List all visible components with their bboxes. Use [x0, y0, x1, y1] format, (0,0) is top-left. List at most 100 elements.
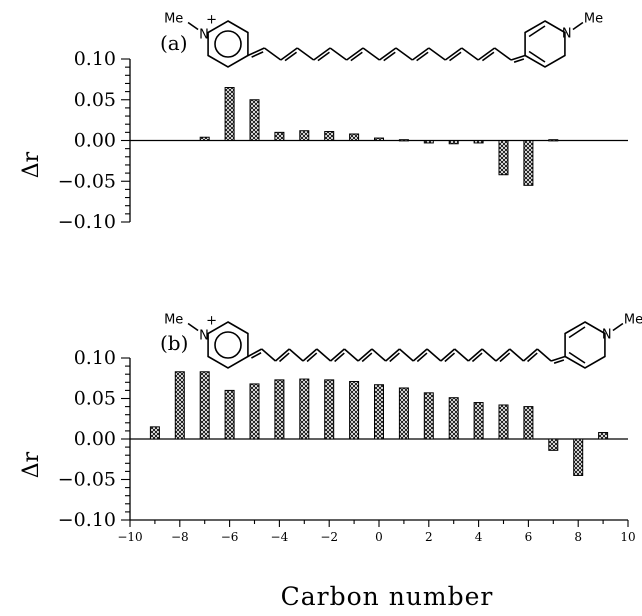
chain-bond — [296, 47, 315, 61]
bar — [473, 402, 484, 440]
chain-bond — [313, 47, 331, 61]
y-ticks-a: 0.10 0.05 0.00 −0.05 −0.10 — [58, 48, 131, 233]
bar — [274, 131, 285, 142]
dihydropyridine-ring — [524, 20, 566, 68]
chain-double-bond — [416, 51, 429, 62]
chain-bond — [316, 348, 332, 362]
bar — [274, 379, 285, 440]
chain-bond — [461, 47, 479, 61]
chain-bond — [550, 355, 566, 362]
chain-bond — [247, 348, 263, 358]
y-tick-label: 0.10 — [74, 48, 116, 70]
chain-bond — [411, 47, 430, 61]
left-nitrogen: N — [199, 28, 209, 43]
chain-bond — [467, 348, 483, 362]
chain-bond — [274, 348, 290, 362]
y-ticks-b: 0.10 0.05 0.00 −0.05 −0.10 — [58, 347, 131, 531]
chain-bond — [426, 348, 442, 362]
positive-charge: + — [206, 13, 217, 28]
x-tick-label: 2 — [425, 530, 433, 544]
chain-bond — [522, 348, 538, 362]
chain-bond — [536, 348, 552, 362]
bar — [174, 371, 185, 440]
left-nitrogen: N — [199, 329, 209, 344]
chain-bond — [329, 47, 348, 61]
x-axis-label: Carbon number — [281, 582, 494, 611]
bar — [598, 432, 609, 440]
right-nitrogen: N — [602, 328, 612, 343]
chain-bond — [412, 348, 428, 362]
bars-a — [130, 87, 628, 186]
chain-double-bond — [553, 359, 565, 364]
chain-bond — [509, 348, 525, 362]
chain-bond — [440, 348, 456, 362]
chain-bond — [395, 47, 413, 61]
bar — [349, 133, 360, 141]
bar — [473, 140, 484, 144]
bar — [324, 379, 335, 440]
x-tick-label: 0 — [375, 530, 383, 544]
y-tick-label: −0.05 — [58, 469, 116, 491]
bar — [299, 378, 310, 440]
chain-bond — [510, 54, 526, 61]
x-ticks-b: −10 −8 −6 −4 −2 0 2 4 6 8 10 — [117, 519, 636, 544]
bar — [398, 387, 409, 440]
bar — [149, 426, 160, 440]
x-tick-label: −8 — [171, 530, 189, 544]
chain-bond — [379, 47, 397, 61]
bar — [523, 406, 534, 440]
chain-double-bond — [471, 352, 483, 363]
y-tick-label: −0.10 — [58, 509, 116, 531]
x-tick-label: 8 — [574, 530, 582, 544]
bar — [423, 140, 434, 144]
left-methyl: Me — [164, 313, 183, 328]
pyridinium-ring — [207, 20, 249, 68]
chain-double-bond — [444, 352, 456, 363]
chain-bond — [481, 348, 497, 362]
x-tick-label: 10 — [620, 530, 635, 544]
chain-bond — [371, 348, 387, 362]
chain-double-bond — [527, 352, 538, 363]
panel-b-label: (b) — [160, 331, 188, 355]
bar — [199, 371, 210, 440]
bar — [374, 137, 384, 141]
bar — [249, 383, 260, 440]
pyridinium-ring — [207, 321, 249, 369]
chain-bond — [247, 47, 265, 57]
bar — [299, 130, 310, 142]
chain-double-bond — [251, 51, 264, 58]
x-tick-label: −4 — [271, 530, 289, 544]
y-axis-label-a: Δr — [19, 151, 44, 178]
right-methyl-bond — [572, 21, 584, 31]
bar — [398, 139, 409, 142]
chain-double-bond — [449, 51, 462, 62]
left-methyl: Me — [164, 12, 183, 27]
y-tick-label: 0.00 — [74, 130, 116, 152]
y-tick-label: 0.05 — [74, 89, 116, 111]
bar — [498, 140, 509, 176]
x-tick-label: 4 — [475, 530, 483, 544]
panel-a-label: (a) — [160, 31, 188, 55]
bar — [423, 392, 434, 440]
aromatic-circle — [214, 30, 242, 58]
right-methyl: Me — [624, 313, 642, 328]
y-tick-label: 0.00 — [74, 428, 116, 450]
bar — [224, 87, 235, 141]
left-methyl-bond — [187, 322, 199, 332]
bar — [448, 397, 459, 440]
chain-double-bond — [513, 58, 525, 63]
chain-bond — [261, 348, 277, 362]
bar — [448, 140, 459, 145]
chain-double-bond — [416, 352, 428, 363]
bar — [199, 136, 210, 142]
right-methyl: Me — [584, 12, 603, 27]
bar — [498, 404, 509, 440]
positive-charge: + — [206, 314, 217, 329]
bar — [349, 380, 360, 440]
dihydropyridine-ring — [564, 321, 606, 369]
bar — [224, 389, 235, 440]
